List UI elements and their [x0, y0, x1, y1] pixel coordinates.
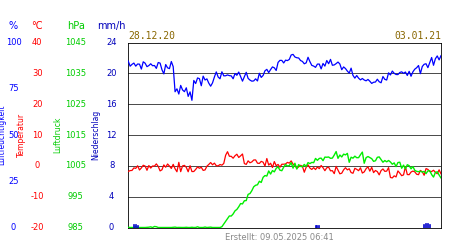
- Text: Luftdruck: Luftdruck: [53, 117, 62, 153]
- Text: 995: 995: [68, 192, 84, 201]
- Text: 50: 50: [8, 130, 19, 140]
- Text: °C: °C: [32, 21, 43, 31]
- Text: 24: 24: [106, 38, 117, 47]
- Text: 1035: 1035: [65, 69, 86, 78]
- Text: 0: 0: [109, 223, 114, 232]
- Text: %: %: [9, 21, 18, 31]
- Text: 100: 100: [5, 38, 22, 47]
- Text: Luftfeuchtigkeit: Luftfeuchtigkeit: [0, 105, 7, 165]
- Text: 40: 40: [32, 38, 43, 47]
- Text: 1005: 1005: [65, 161, 86, 170]
- Text: hPa: hPa: [67, 21, 85, 31]
- Text: 10: 10: [32, 130, 43, 140]
- Text: Temperatur: Temperatur: [17, 113, 26, 157]
- Text: 30: 30: [32, 69, 43, 78]
- Text: -20: -20: [31, 223, 44, 232]
- Text: 16: 16: [106, 100, 117, 109]
- Text: Niederschlag: Niederschlag: [91, 110, 100, 160]
- Text: 0: 0: [11, 223, 16, 232]
- Text: 4: 4: [109, 192, 114, 201]
- Text: 25: 25: [8, 177, 19, 186]
- Text: 1045: 1045: [65, 38, 86, 47]
- Text: -10: -10: [31, 192, 44, 201]
- Text: 20: 20: [106, 69, 117, 78]
- Text: 75: 75: [8, 84, 19, 93]
- Text: 03.01.21: 03.01.21: [394, 31, 441, 41]
- Text: 1025: 1025: [65, 100, 86, 109]
- Text: 8: 8: [109, 161, 114, 170]
- Text: 28.12.20: 28.12.20: [128, 31, 175, 41]
- Text: mm/h: mm/h: [97, 21, 126, 31]
- Text: 1015: 1015: [65, 130, 86, 140]
- Text: 985: 985: [68, 223, 84, 232]
- Text: 0: 0: [35, 161, 40, 170]
- Text: Erstellt: 09.05.2025 06:41: Erstellt: 09.05.2025 06:41: [225, 234, 333, 242]
- Text: 20: 20: [32, 100, 43, 109]
- Text: 12: 12: [106, 130, 117, 140]
